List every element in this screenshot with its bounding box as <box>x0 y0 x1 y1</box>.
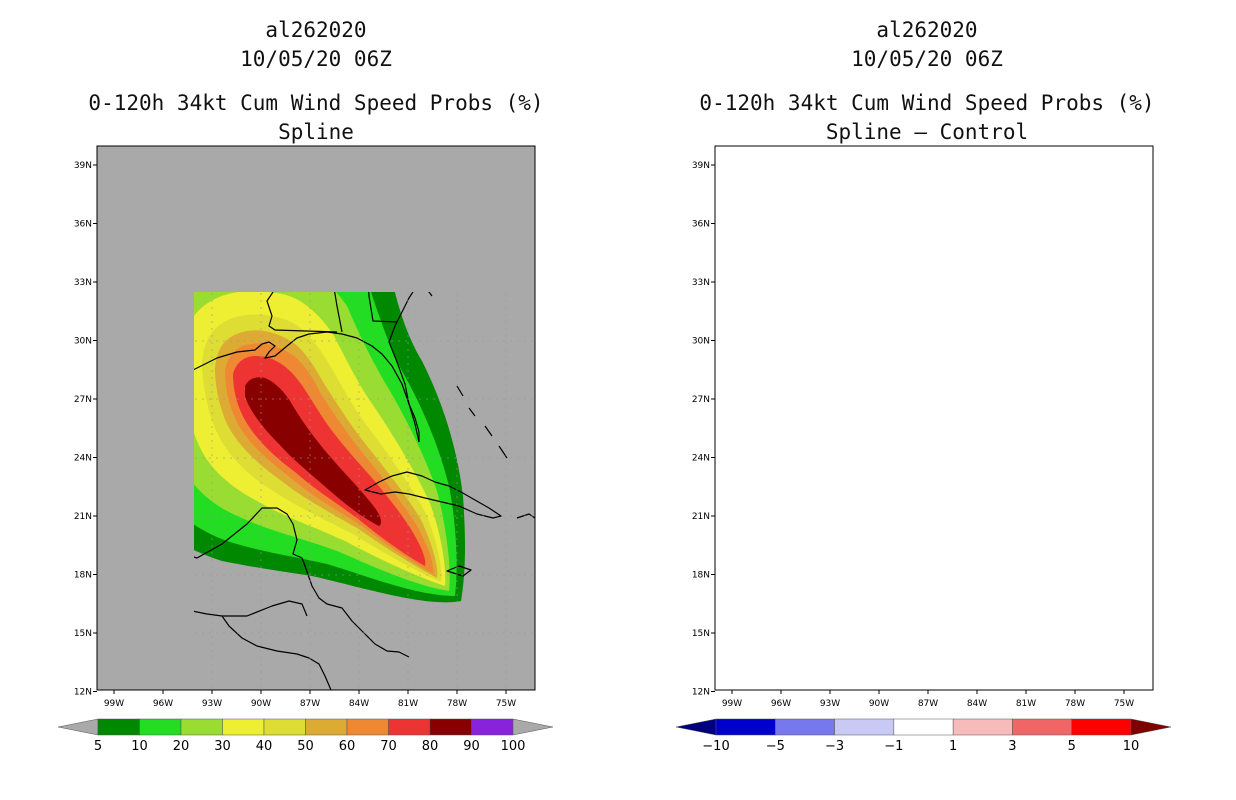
left-colorbar-right-arrow <box>512 718 554 736</box>
right-lon-label: 78W <box>1065 699 1085 709</box>
right-colorbar-swatch <box>775 718 835 736</box>
left-lat-label: 39N <box>74 161 92 171</box>
right-lat-label: 12N <box>692 688 710 698</box>
left-colorbar-label: 70 <box>380 739 397 754</box>
right-lon-label: 75W <box>1114 699 1134 709</box>
left-lon-label: 78W <box>447 699 467 709</box>
right-colorbar-swatch <box>1012 718 1072 736</box>
left-colorbar-label: 10 <box>131 739 148 754</box>
left-colorbar-swatch <box>222 718 265 736</box>
right-colorbar-swatch <box>715 718 776 736</box>
left-colorbar-label: 90 <box>463 739 480 754</box>
right-map-frame <box>714 145 1154 691</box>
right-lat-label: 27N <box>692 395 710 405</box>
left-lat-label: 12N <box>74 688 92 698</box>
left-lat-label: 18N <box>74 571 92 581</box>
contour-80 <box>245 377 382 526</box>
left-lon-label: 84W <box>349 699 369 709</box>
right-datetime: 10/05/20 06Z <box>851 47 1003 71</box>
left-colorbar: 5 10 20 30 40 50 60 70 80 90 100 <box>57 718 554 754</box>
left-probability-contours <box>194 292 465 603</box>
left-colorbar-swatch <box>97 718 140 736</box>
right-lat-label: 18N <box>692 571 710 581</box>
left-lat-label: 24N <box>74 454 92 464</box>
right-lat-label: 39N <box>692 161 710 171</box>
left-colorbar-label: 20 <box>173 739 190 754</box>
left-colorbar-swatch <box>180 718 223 736</box>
right-colorbar-label: 5 <box>1068 739 1076 754</box>
left-colorbar-label: 80 <box>422 739 439 754</box>
left-colorbar-swatch <box>263 718 306 736</box>
left-colorbar-swatch <box>346 718 389 736</box>
right-lon-label: 87W <box>918 699 938 709</box>
left-lon-label: 90W <box>251 699 271 709</box>
right-lat-label: 33N <box>692 278 710 288</box>
right-lat-label: 15N <box>692 629 710 639</box>
right-lat-label: 21N <box>692 512 710 522</box>
right-axes: 99W 96W 93W 90W 87W 84W 81W 78W 75W 39N 36N 33N 30N 2… <box>692 161 1134 709</box>
left-lat-label: 15N <box>74 629 92 639</box>
left-subtitle: Spline <box>278 120 354 144</box>
right-colorbar-label: −3 <box>825 739 844 754</box>
left-lat-label: 33N <box>74 278 92 288</box>
right-colorbar-label: −5 <box>766 739 785 754</box>
right-colorbar-swatch <box>834 718 895 736</box>
right-colorbar-label: −10 <box>702 739 729 754</box>
right-colorbar-label: 1 <box>949 739 957 754</box>
right-lat-label: 30N <box>692 337 710 347</box>
right-colorbar-left-arrow <box>675 718 717 736</box>
left-colorbar-swatch <box>305 718 348 736</box>
right-lon-label: 84W <box>967 699 987 709</box>
left-colorbar-label: 5 <box>94 739 102 754</box>
left-colorbar-left-arrow <box>57 718 99 736</box>
right-lon-label: 96W <box>771 699 791 709</box>
left-lon-label: 81W <box>398 699 418 709</box>
left-storm-id: al262020 <box>265 18 367 42</box>
left-colorbar-label: 100 <box>501 739 526 754</box>
right-lon-label: 81W <box>1016 699 1036 709</box>
right-lon-label: 90W <box>869 699 889 709</box>
right-colorbar-swatch <box>952 718 1013 736</box>
left-colorbar-label: 60 <box>339 739 356 754</box>
left-lat-label: 21N <box>74 512 92 522</box>
right-map-background <box>715 146 1153 690</box>
right-colorbar-right-arrow <box>1130 718 1172 736</box>
right-lon-label: 93W <box>820 699 840 709</box>
left-colorbar-swatch <box>429 718 472 736</box>
right-colorbar-swatch <box>893 718 954 736</box>
right-lat-label: 24N <box>692 454 710 464</box>
left-colorbar-label: 50 <box>297 739 314 754</box>
right-colorbar: −10 −5 −3 −1 1 3 5 10 <box>675 718 1172 754</box>
left-lon-label: 99W <box>104 699 124 709</box>
right-colorbar-label: 3 <box>1008 739 1016 754</box>
right-storm-id: al262020 <box>876 18 978 42</box>
right-map: 99W 96W 93W 90W 87W 84W 81W 78W 75W 39N 36N 33N 30N 2… <box>692 145 1154 709</box>
left-colorbar-swatch <box>388 718 431 736</box>
left-lat-label: 27N <box>74 395 92 405</box>
left-lon-label: 75W <box>496 699 516 709</box>
left-axes: 99W 96W 93W 90W 87W 84W 81W 78W 75W 39N 36N 33N 30N 2… <box>74 161 516 709</box>
right-product-title: 0-120h 34kt Cum Wind Speed Probs (%) <box>699 91 1155 115</box>
left-colorbar-swatch <box>471 718 514 736</box>
left-lon-label: 93W <box>202 699 222 709</box>
left-lat-label: 36N <box>74 220 92 230</box>
right-subtitle: Spline – Control <box>825 120 1029 144</box>
left-map: 99W 96W 93W 90W 87W 84W 81W 78W 75W 39N 36N 33N 30N 2… <box>74 145 536 709</box>
left-map-frame <box>96 145 536 691</box>
right-lat-label: 36N <box>692 220 710 230</box>
right-lon-label: 99W <box>722 699 742 709</box>
right-colorbar-label: 10 <box>1123 739 1140 754</box>
right-colorbar-label: −1 <box>884 739 903 754</box>
left-lon-label: 96W <box>153 699 173 709</box>
left-datetime: 10/05/20 06Z <box>240 47 392 71</box>
left-colorbar-label: 40 <box>256 739 273 754</box>
right-colorbar-swatch <box>1071 718 1132 736</box>
left-lon-label: 87W <box>300 699 320 709</box>
left-colorbar-swatch <box>139 718 182 736</box>
left-product-title: 0-120h 34kt Cum Wind Speed Probs (%) <box>88 91 544 115</box>
left-lat-label: 30N <box>74 337 92 347</box>
left-colorbar-label: 30 <box>214 739 231 754</box>
